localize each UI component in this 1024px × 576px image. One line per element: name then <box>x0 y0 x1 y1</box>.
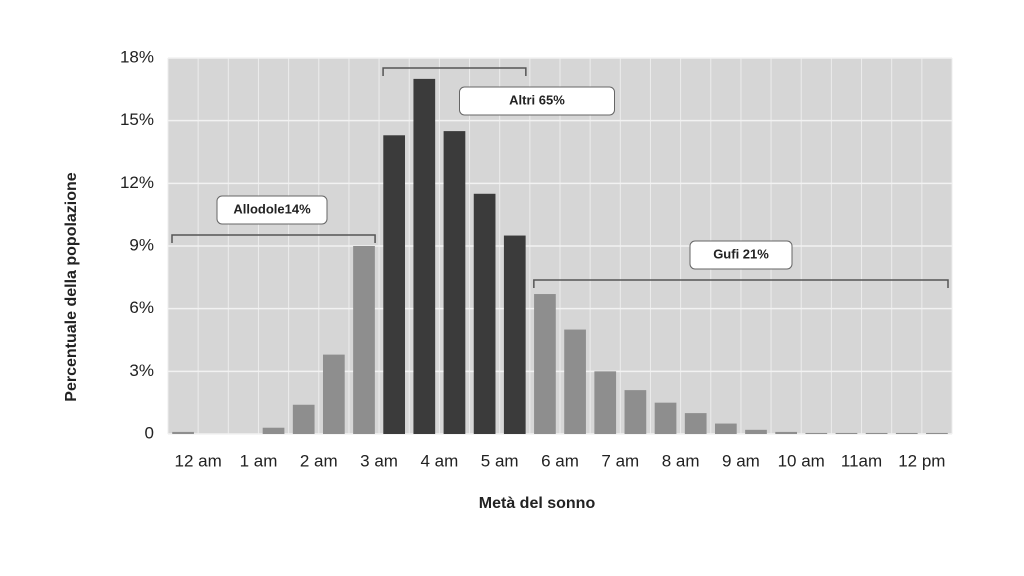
x-tick-label: 9 am <box>722 451 760 470</box>
annotation-box <box>459 86 615 116</box>
x-tick-label: 12 pm <box>898 451 945 470</box>
bar <box>775 431 798 434</box>
bar <box>353 246 375 434</box>
x-tick-label: 4 am <box>420 451 458 470</box>
bar <box>714 423 737 434</box>
y-axis-title: Percentuale della popolazione <box>63 172 80 401</box>
y-tick-label: 6% <box>129 298 154 317</box>
annotation-label: Allodole14% <box>233 201 311 216</box>
bracket <box>533 279 949 288</box>
bracket <box>382 67 527 76</box>
bar <box>745 429 767 434</box>
bar <box>172 431 194 434</box>
y-tick-label: 9% <box>129 235 154 254</box>
annotation-box <box>689 240 793 270</box>
bar <box>835 432 858 434</box>
bar <box>594 371 617 434</box>
x-tick-label: 10 am <box>778 451 825 470</box>
x-axis-title: Metà del sonno <box>479 495 596 512</box>
bar <box>684 413 707 434</box>
x-tick-label: 3 am <box>360 451 398 470</box>
x-tick-label: 8 am <box>662 451 700 470</box>
bar <box>805 432 828 434</box>
bar <box>654 402 677 434</box>
bar <box>292 404 315 434</box>
x-tick-label: 1 am <box>240 451 278 470</box>
x-tick-label: 7 am <box>601 451 639 470</box>
annotation-box <box>216 195 328 225</box>
bar <box>895 432 918 434</box>
y-tick-label: 15% <box>120 110 154 129</box>
bar <box>443 131 466 434</box>
y-tick-label: 12% <box>120 173 154 192</box>
x-tick-label: 2 am <box>300 451 338 470</box>
bar <box>262 427 285 434</box>
annotation-label: Gufi 21% <box>713 246 769 261</box>
bar <box>503 235 526 434</box>
y-tick-label: 18% <box>120 47 154 66</box>
y-tick-label: 3% <box>129 361 154 380</box>
x-tick-label: 6 am <box>541 451 579 470</box>
annotation-label: Altri 65% <box>509 92 565 107</box>
y-tick-label: 0 <box>145 423 154 442</box>
bar <box>322 354 345 434</box>
bar <box>865 432 888 434</box>
x-tick-label: 12 am <box>175 451 222 470</box>
bar <box>473 193 496 434</box>
x-tick-label: 5 am <box>481 451 519 470</box>
x-tick-label: 11am <box>841 451 882 470</box>
bar <box>564 329 586 434</box>
bar <box>383 135 406 435</box>
bar <box>926 432 948 434</box>
bracket <box>171 234 376 243</box>
bar <box>624 390 647 434</box>
bar <box>534 294 556 434</box>
bar <box>413 78 436 434</box>
